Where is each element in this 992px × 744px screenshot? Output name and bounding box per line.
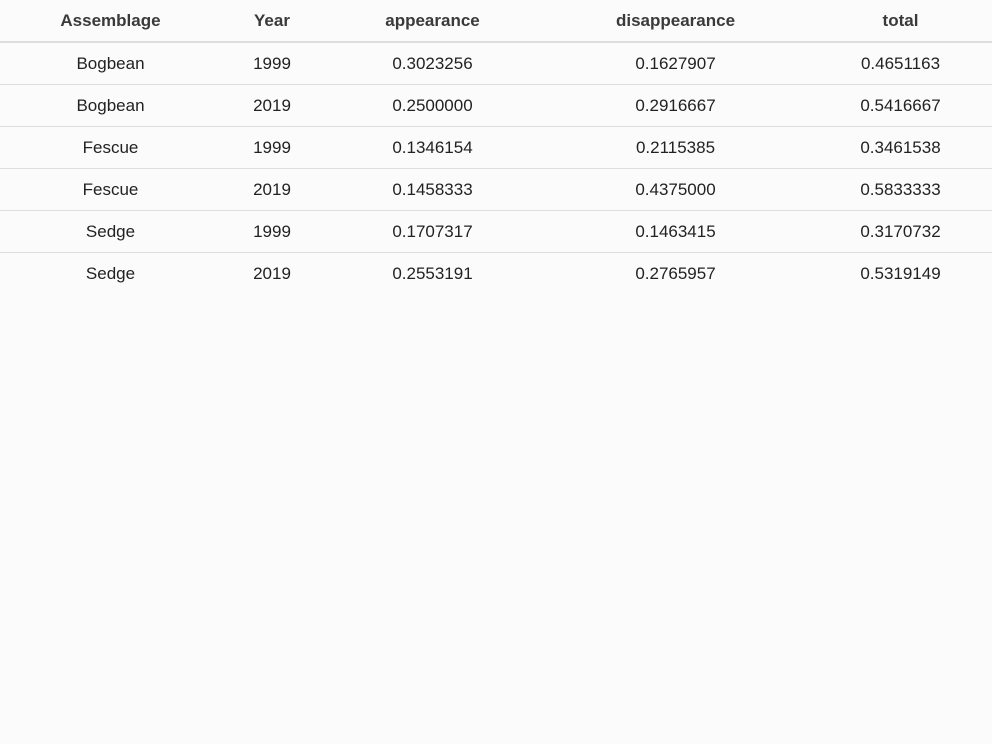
cell-disappearance: 0.1627907 [542, 42, 809, 85]
cell-assemblage: Fescue [0, 168, 221, 211]
table-row: Sedge 1999 0.1707317 0.1463415 0.3170732 [0, 210, 992, 253]
cell-assemblage: Sedge [85, 263, 136, 283]
cell-total: 0.5833333 [809, 168, 992, 211]
column-header-year[interactable]: Year [221, 0, 323, 43]
cell-assemblage: Fescue [0, 126, 221, 169]
cell-appearance: 0.1707317 [323, 210, 542, 253]
column-header-disappearance[interactable]: disappearance [542, 0, 809, 43]
table-row: Bogbean 1999 0.3023256 0.1627907 0.46511… [0, 42, 992, 85]
cell-assemblage: Sedge [0, 210, 221, 253]
table-header: Assemblage Year appearance disappearance… [0, 0, 992, 43]
table-body: Bogbean 1999 0.3023256 0.1627907 0.46511… [0, 42, 992, 294]
data-table: Assemblage Year appearance disappearance… [0, 0, 992, 294]
cell-disappearance: 0.2765957 [635, 263, 716, 283]
cell-total: 0.5416667 [809, 84, 992, 127]
cell-appearance: 0.3023256 [323, 42, 542, 85]
table-row: Bogbean 2019 0.2500000 0.2916667 0.54166… [0, 84, 992, 127]
cell-total: 0.4651163 [809, 42, 992, 85]
header-row: Assemblage Year appearance disappearance… [0, 0, 992, 43]
table-row: Sedge 2019 0.2553191 0.2765957 0.5319149 [0, 253, 992, 295]
cell-year: 2019 [221, 84, 323, 127]
cell-appearance: 0.2500000 [323, 84, 542, 127]
cell-appearance: 0.1346154 [323, 126, 542, 169]
cell-assemblage: Bogbean [0, 42, 221, 85]
cell-year: 2019 [221, 168, 323, 211]
cell-year: 1999 [221, 210, 323, 253]
cell-year: 1999 [221, 126, 323, 169]
cell-total: 0.3170732 [809, 210, 992, 253]
column-header-appearance[interactable]: appearance [323, 0, 542, 43]
column-header-total[interactable]: total [809, 0, 992, 43]
cell-disappearance: 0.2115385 [542, 126, 809, 169]
cell-assemblage: Bogbean [0, 84, 221, 127]
cell-disappearance: 0.1463415 [542, 210, 809, 253]
cell-disappearance: 0.4375000 [542, 168, 809, 211]
cell-appearance: 0.1458333 [323, 168, 542, 211]
cell-total: 0.5319149 [860, 263, 941, 283]
table-row: Fescue 2019 0.1458333 0.4375000 0.583333… [0, 168, 992, 211]
table-row: Fescue 1999 0.1346154 0.2115385 0.346153… [0, 126, 992, 169]
cell-disappearance: 0.2916667 [542, 84, 809, 127]
column-header-assemblage[interactable]: Assemblage [0, 0, 221, 43]
cell-total: 0.3461538 [809, 126, 992, 169]
cell-year: 1999 [221, 42, 323, 85]
cell-appearance: 0.2553191 [392, 263, 473, 283]
cell-year: 2019 [253, 263, 291, 283]
